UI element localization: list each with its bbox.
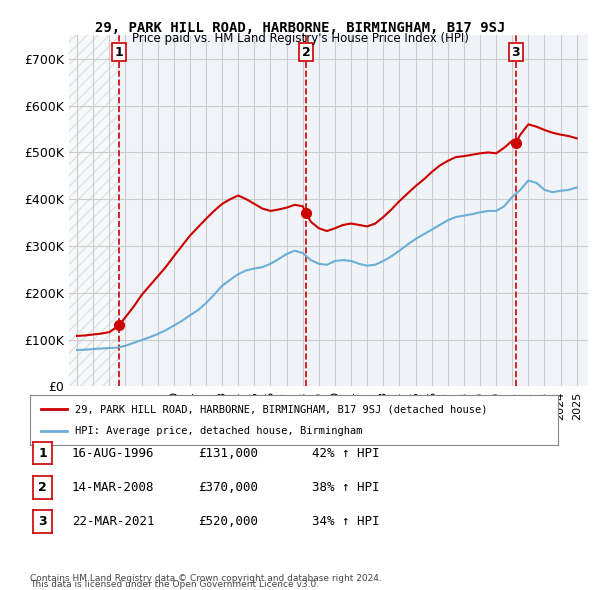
Text: 2: 2 bbox=[302, 46, 310, 59]
Text: 2: 2 bbox=[38, 481, 47, 494]
Text: £131,000: £131,000 bbox=[198, 447, 258, 460]
Text: 29, PARK HILL ROAD, HARBORNE, BIRMINGHAM, B17 9SJ: 29, PARK HILL ROAD, HARBORNE, BIRMINGHAM… bbox=[95, 21, 505, 35]
Text: 1: 1 bbox=[38, 447, 47, 460]
Bar bbox=[69, 35, 119, 386]
Text: 22-MAR-2021: 22-MAR-2021 bbox=[72, 515, 155, 528]
Text: 29, PARK HILL ROAD, HARBORNE, BIRMINGHAM, B17 9SJ (detached house): 29, PARK HILL ROAD, HARBORNE, BIRMINGHAM… bbox=[75, 404, 487, 414]
Text: 3: 3 bbox=[511, 46, 520, 59]
Text: 3: 3 bbox=[38, 515, 47, 528]
Text: This data is licensed under the Open Government Licence v3.0.: This data is licensed under the Open Gov… bbox=[30, 580, 319, 589]
Text: 42% ↑ HPI: 42% ↑ HPI bbox=[312, 447, 380, 460]
Text: Price paid vs. HM Land Registry's House Price Index (HPI): Price paid vs. HM Land Registry's House … bbox=[131, 32, 469, 45]
Text: £520,000: £520,000 bbox=[198, 515, 258, 528]
Text: 1: 1 bbox=[115, 46, 124, 59]
Text: 14-MAR-2008: 14-MAR-2008 bbox=[72, 481, 155, 494]
Text: £370,000: £370,000 bbox=[198, 481, 258, 494]
Text: HPI: Average price, detached house, Birmingham: HPI: Average price, detached house, Birm… bbox=[75, 427, 362, 437]
Text: 16-AUG-1996: 16-AUG-1996 bbox=[72, 447, 155, 460]
Text: Contains HM Land Registry data © Crown copyright and database right 2024.: Contains HM Land Registry data © Crown c… bbox=[30, 574, 382, 583]
Text: 34% ↑ HPI: 34% ↑ HPI bbox=[312, 515, 380, 528]
Text: 38% ↑ HPI: 38% ↑ HPI bbox=[312, 481, 380, 494]
